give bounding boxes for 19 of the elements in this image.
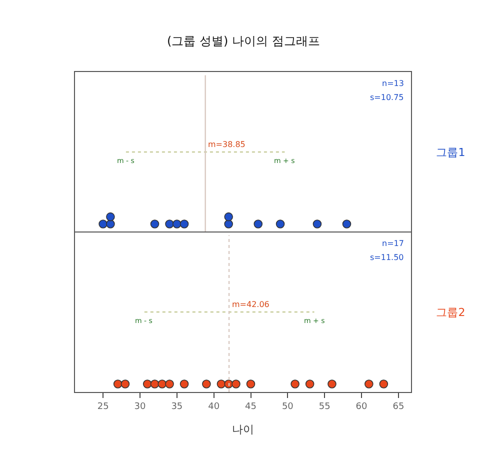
x-tick-label: 50 xyxy=(282,402,294,412)
annotation: s=10.75 xyxy=(370,93,404,102)
x-tick-label: 45 xyxy=(245,402,256,412)
x-axis-title: 나이 xyxy=(232,423,254,436)
x-tick-label: 65 xyxy=(392,402,404,412)
annotation: n=13 xyxy=(382,79,404,88)
x-tick-label: 60 xyxy=(356,402,368,412)
y-tick-label: 그룹2 xyxy=(436,306,466,319)
chart-title: (그룹 성별) 나이의 점그래프 xyxy=(167,34,320,48)
x-tick-label: 55 xyxy=(318,402,330,412)
annotation: n=17 xyxy=(382,239,404,248)
x-tick-label: 35 xyxy=(171,402,183,412)
annotation: m=42.06 xyxy=(232,300,270,309)
x-tick-label: 30 xyxy=(134,402,146,412)
x-tick-label: 25 xyxy=(97,402,109,412)
x-tick-label: 40 xyxy=(208,402,220,412)
y-tick-label: 그룹1 xyxy=(436,146,466,159)
annotation: s=11.50 xyxy=(370,253,404,262)
annotation: m=38.85 xyxy=(208,140,246,149)
